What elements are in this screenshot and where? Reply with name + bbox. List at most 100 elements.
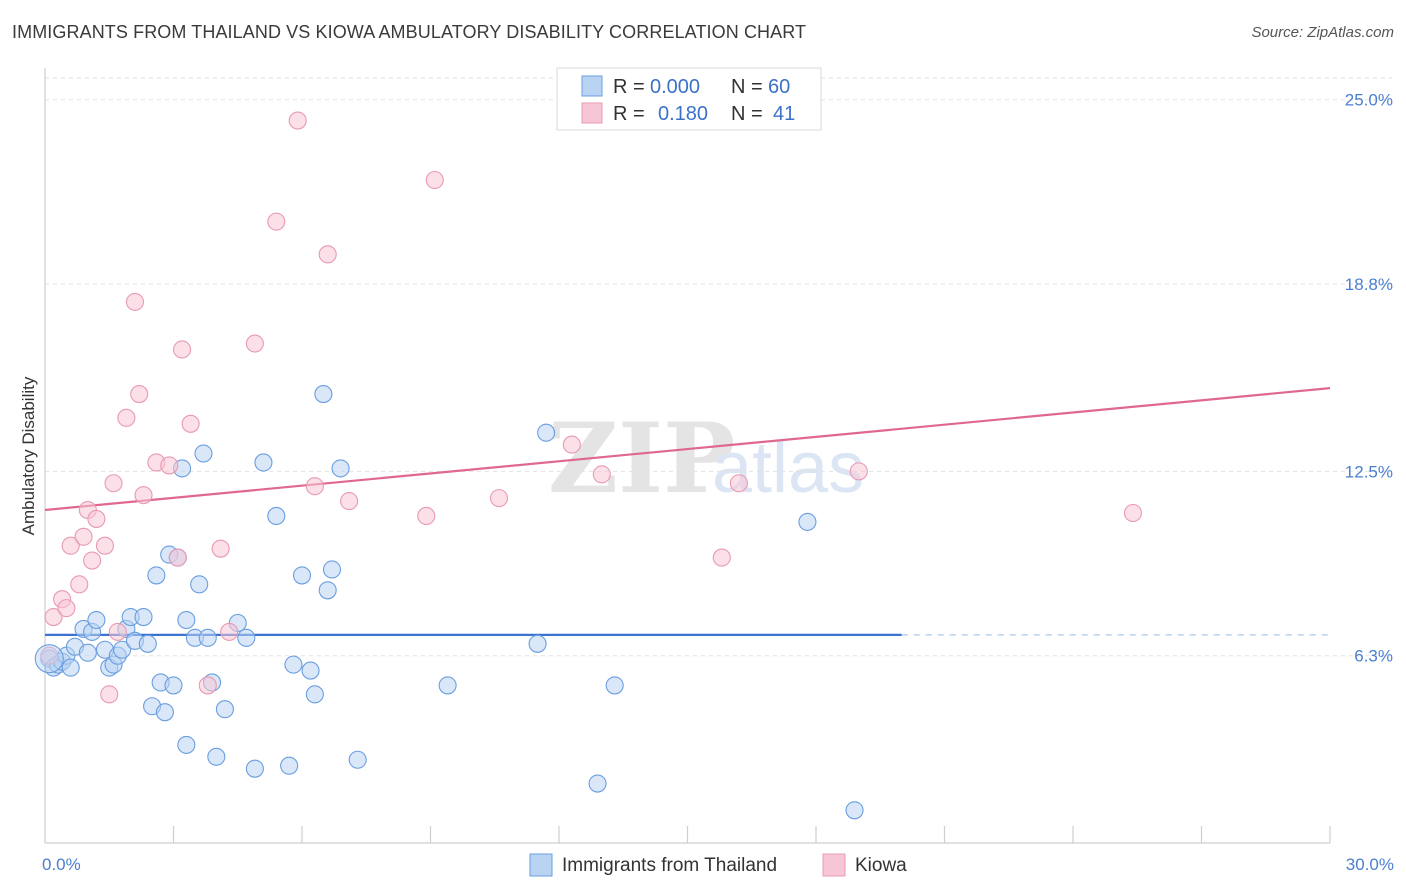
legend-swatch-thailand [581,75,603,97]
point-thailand-52 [348,750,367,769]
bottom-legend-label-kiowa: Kiowa [855,855,907,876]
point-kiowa-30 [318,245,337,264]
point-kiowa-10 [95,536,115,555]
point-kiowa-5 [70,575,89,594]
point-thailand-15 [113,640,132,659]
point-thailand-5 [61,658,80,677]
legend-r-label-0: R = [613,76,645,98]
point-kiowa-19 [160,456,179,475]
point-thailand-47 [305,685,324,704]
point-kiowa-36 [592,465,611,484]
point-thailand-19 [134,607,153,627]
chart-title: IMMIGRANTS FROM THAILAND VS KIOWA AMBULA… [12,22,807,42]
point-cluster-origin [34,644,64,674]
legend-r-value-0: 0.000 [650,76,700,98]
point-kiowa-15 [125,292,144,311]
x-tick-label-min: 0.0% [42,855,81,874]
point-thailand-32 [190,575,209,594]
bottom-legend-label-thailand: Immigrants from Thailand [562,855,777,876]
point-kiowa-16 [130,385,149,404]
point-thailand-8 [78,643,97,662]
x-tick-labels: 0.0% 30.0% [42,855,1394,874]
point-thailand-51 [331,459,350,478]
chart-source: Source: ZipAtlas.com [1251,24,1394,41]
point-thailand-58 [798,512,817,531]
point-kiowa-8 [83,551,102,570]
legend-r-label-1: R = [613,103,645,125]
point-thailand-43 [280,756,299,775]
legend-swatch-kiowa [581,102,603,124]
y-tick-label-3: 25.0% [1345,91,1393,110]
point-thailand-24 [155,703,174,722]
point-kiowa-22 [181,414,200,433]
legend-r-value-1: 0.180 [658,103,708,125]
point-kiowa-1 [44,607,63,627]
bottom-legend-swatch-kiowa [822,853,846,877]
point-thailand-45 [292,566,312,585]
legend-n-label-0: N = [731,76,763,98]
axes [44,68,1331,844]
point-thailand-22 [147,566,166,585]
point-thailand-55 [537,423,556,442]
x-tick-label-max: 30.0% [1346,855,1394,874]
point-thailand-56 [588,774,607,793]
point-thailand-57 [605,676,624,695]
watermark-zip: ZIP [548,402,735,515]
point-kiowa-25 [220,622,239,641]
top-legend: R = 0.000 N = 60 R = 0.180 N = 41 [556,67,822,131]
point-kiowa-12 [104,474,123,493]
point-thailand-41 [254,453,273,472]
point-kiowa-14 [117,408,136,427]
point-kiowa-26 [245,334,264,353]
point-thailand-40 [245,759,264,778]
point-thailand-34 [198,628,217,647]
point-thailand-36 [207,747,226,766]
y-tick-labels: 6.3% 12.5% 18.8% 25.0% [1345,91,1393,666]
point-kiowa-37 [712,548,731,567]
point-kiowa-33 [425,170,444,190]
point-thailand-44 [284,655,303,674]
point-thailand-49 [318,581,337,600]
point-kiowa-23 [198,676,217,695]
point-thailand-30 [177,610,196,630]
trend-line-kiowa [44,387,1331,512]
legend-n-value-0: 60 [768,76,790,98]
point-kiowa-27 [267,212,286,231]
point-thailand-59 [845,801,864,820]
point-kiowa-17 [134,486,153,505]
point-kiowa-6 [74,527,93,546]
point-kiowa-38 [729,474,748,493]
point-kiowa-32 [417,506,436,526]
point-thailand-33 [194,444,213,463]
y-tick-label-0: 6.3% [1354,647,1393,666]
point-thailand-53 [438,676,457,695]
data-points [34,111,1143,820]
y-tick-label-2: 18.8% [1345,275,1393,294]
point-thailand-26 [164,676,183,695]
point-thailand-54 [528,634,547,653]
point-kiowa-20 [168,548,187,567]
point-thailand-50 [322,560,342,579]
point-thailand-42 [267,506,286,526]
point-thailand-37 [215,700,234,719]
point-kiowa-35 [562,435,581,454]
point-thailand-48 [314,385,333,404]
point-kiowa-11 [100,685,119,704]
point-kiowa-4 [61,536,80,555]
point-kiowa-9 [87,509,106,528]
legend-n-label-1: N = [731,103,763,125]
point-thailand-29 [177,735,196,754]
point-kiowa-21 [173,340,192,359]
bottom-legend: Immigrants from Thailand Kiowa [529,853,907,877]
point-thailand-20 [138,634,157,653]
y-axis-label: Ambulatory Disability [19,376,38,535]
point-thailand-46 [301,661,320,680]
point-kiowa-31 [340,492,359,511]
point-kiowa-13 [108,622,127,641]
point-kiowa-29 [305,477,324,496]
point-thailand-39 [237,628,256,647]
bottom-legend-swatch-thailand [529,853,553,877]
legend-n-value-1: 41 [773,103,795,125]
gridlines [45,77,1392,657]
